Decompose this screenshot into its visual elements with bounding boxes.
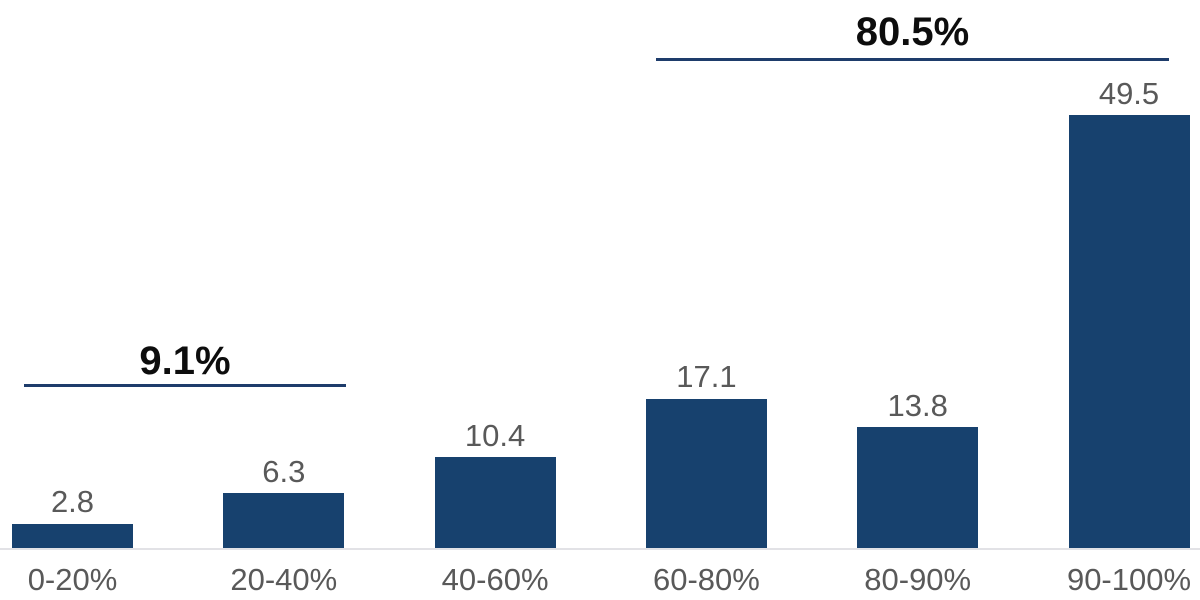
bar (12, 523, 133, 548)
x-axis-category-label: 60-80% (652, 562, 760, 597)
bar-value-label: 6.3 (262, 453, 306, 489)
x-axis-category-label: 90-100% (1066, 562, 1192, 597)
x-axis-category-label: 20-40% (230, 562, 338, 597)
annotation-line (656, 58, 1169, 61)
bar (1068, 115, 1190, 548)
bar (434, 457, 556, 548)
x-axis-category-label: 40-60% (441, 562, 549, 597)
bar (857, 427, 979, 548)
annotation-label: 9.1% (139, 339, 231, 383)
x-axis-line (0, 548, 1200, 550)
bar-value-label: 2.8 (50, 484, 95, 520)
bar-value-label: 49.5 (1098, 76, 1160, 112)
bar-value-label: 10.4 (464, 418, 526, 454)
bar (223, 492, 345, 548)
x-axis-category-label: 0-20% (27, 562, 118, 597)
bar (645, 398, 767, 548)
annotation-line (24, 384, 346, 387)
annotation-label: 80.5% (855, 10, 970, 54)
bar-value-label: 13.8 (887, 388, 948, 424)
bar-value-label: 17.1 (676, 359, 737, 395)
x-axis-category-label: 80-90% (864, 562, 972, 597)
